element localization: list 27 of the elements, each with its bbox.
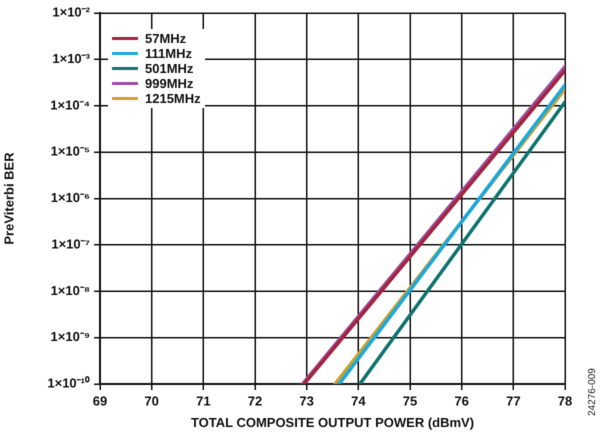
x-tick-label: 74 bbox=[351, 393, 366, 408]
y-tick-label: 1×10⁻⁷ bbox=[51, 236, 90, 252]
y-tick-label: 1×10⁻⁵ bbox=[50, 144, 90, 159]
x-tick-label: 72 bbox=[248, 393, 262, 408]
legend-label: 501MHz bbox=[145, 61, 194, 76]
x-tick-label: 70 bbox=[144, 393, 159, 408]
x-tick-label: 73 bbox=[299, 393, 314, 408]
y-tick-label: 1×10⁻⁸ bbox=[50, 282, 90, 298]
x-tick-label: 71 bbox=[196, 393, 211, 408]
y-axis-title: PreViterbi BER bbox=[1, 152, 16, 245]
x-tick-label: 78 bbox=[558, 393, 572, 408]
x-tick-label: 69 bbox=[92, 393, 108, 408]
x-tick-label: 75 bbox=[402, 393, 418, 408]
legend-label: 999MHz bbox=[145, 76, 194, 91]
legend-label: 111MHz bbox=[145, 46, 192, 61]
text: 24276-009 bbox=[587, 368, 598, 416]
y-tick-label: 1×10⁻¹⁰ bbox=[47, 376, 90, 391]
legend-label: 57MHz bbox=[145, 31, 186, 46]
x-tick-label: 77 bbox=[506, 393, 521, 408]
legend-label: 1215MHz bbox=[145, 91, 201, 106]
y-tick-label: 1×10⁻⁹ bbox=[50, 329, 90, 344]
y-tick-label: 1×10⁻⁴ bbox=[50, 97, 90, 112]
x-tick-label: 76 bbox=[454, 393, 469, 408]
y-tick-label: 1×10⁻⁶ bbox=[50, 190, 90, 206]
y-tick-label: 1×10⁻² bbox=[52, 4, 91, 20]
x-axis-title: TOTAL COMPOSITE OUTPUT POWER (dBmV) bbox=[190, 414, 474, 430]
y-tick-label: 1×10⁻³ bbox=[52, 50, 91, 66]
